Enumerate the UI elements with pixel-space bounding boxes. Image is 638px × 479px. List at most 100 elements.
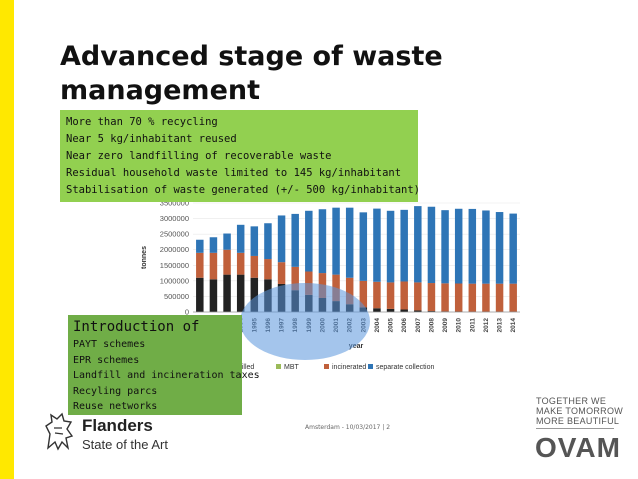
intro-item: Recyling parcs [73,385,158,397]
intro-heading: Introduction of [73,319,200,335]
bar-incinerated [427,283,436,312]
x-tick-label: 2008 [428,318,435,333]
bar-landfilled [236,274,245,312]
slide-title: Advanced stage of waste management [60,41,443,106]
bar-separate-collection [332,207,340,275]
bar-separate-collection [305,210,313,272]
bar-incinerated [386,282,395,309]
bar-incinerated [291,266,299,291]
bar-separate-collection [223,233,231,250]
bar-separate-collection [196,239,204,253]
legend-label: dfilled [236,364,254,371]
ovam-tagline: MAKE TOMORROW [536,406,624,416]
bar-separate-collection [400,209,408,282]
x-tick-label: 2004 [374,318,381,333]
bar-landfilled [196,277,204,312]
bar-separate-collection [414,206,422,283]
bar-incinerated [441,283,449,312]
legend-swatch [324,364,329,369]
highlight-line: Near 5 kg/inhabitant reused [66,133,237,145]
bar-separate-collection [495,212,504,284]
bar-incinerated [250,255,259,278]
highlight-line: Residual household waste limited to 145 … [66,167,402,179]
flanders-lion-icon [45,412,74,451]
y-axis-label: tonnes [141,246,148,269]
bar-incinerated [454,283,463,312]
bar-incinerated [373,281,381,309]
bar-incinerated [196,252,204,278]
x-tick-label: 2011 [469,318,476,332]
bar-incinerated [345,277,354,305]
bar-separate-collection [236,224,245,253]
highlights-box: More than 70 % recycling Near 5 kg/inhab… [60,110,421,202]
highlight-line: Near zero landfilling of recoverable was… [66,150,332,162]
bar-separate-collection [509,213,517,284]
bar-landfilled [400,309,408,312]
legend-swatch [276,364,281,369]
x-tick-label: 2005 [388,318,395,333]
bar-incinerated [277,262,286,284]
intro-item: PAYT schemes [73,339,146,350]
bar-separate-collection [386,210,395,283]
x-tick-label: 2013 [497,318,504,333]
highlight-line: Stabilisation of waste generated (+/- 50… [66,184,421,196]
y-tick-label: 3500000 [160,199,189,208]
highlight-ellipse [240,283,370,360]
bar-separate-collection [468,208,477,284]
y-tick-label: 500000 [164,292,189,301]
y-tick-label: 2500000 [160,230,189,239]
x-tick-label: 2009 [442,318,449,333]
legend-label: MBT [284,364,300,371]
bar-incinerated [414,282,422,311]
bar-incinerated [400,281,408,310]
y-tick-label: 1000000 [160,276,189,285]
legend-swatch [368,364,373,369]
x-tick-label: 2014 [510,318,517,333]
bar-separate-collection [250,226,259,256]
bar-incinerated [359,280,368,308]
bar-landfilled [373,308,381,312]
bar-separate-collection [264,223,272,260]
accent-bar [0,0,14,479]
x-tick-label: 2007 [415,318,422,333]
x-tick-label: 2006 [401,318,408,333]
bar-incinerated [482,283,490,312]
bar-separate-collection [291,213,299,267]
y-tick-label: 0 [185,308,189,317]
highlight-line: More than 70 % recycling [66,116,218,128]
bar-incinerated [223,249,231,275]
flanders-tagline: State of the Art [82,437,168,452]
bar-separate-collection [277,215,286,263]
bar-separate-collection [454,208,463,284]
x-tick-label: 2010 [456,318,463,333]
bar-landfilled [386,308,395,312]
bar-separate-collection [345,207,354,278]
ovam-logo: OVAM [535,432,621,463]
flanders-name: Flanders [82,416,153,435]
x-tick-label: 2012 [483,318,490,333]
bar-incinerated [495,283,504,312]
x-axis-label: year [349,343,364,350]
legend-label: separate collection [376,364,434,371]
bar-incinerated [264,259,272,280]
bar-landfilled [209,279,218,312]
bar-landfilled [250,277,259,312]
footer-event: Amsterdam - 10/03/2017 | 2 [305,424,391,431]
y-tick-label: 1500000 [160,261,189,270]
legend-label: incinerated [332,364,366,371]
ovam-tagline: MORE BEAUTIFUL [536,416,620,426]
bar-separate-collection [441,210,449,284]
bar-separate-collection [209,237,218,253]
bar-separate-collection [373,208,381,282]
bar-incinerated [209,252,218,280]
bar-separate-collection [359,212,368,281]
bar-landfilled [427,311,436,312]
intro-item: EPR schemes [73,354,140,366]
ovam-tagline: TOGETHER WE [536,396,607,406]
bar-separate-collection [427,206,436,284]
ovam-divider [536,428,614,429]
y-tick-label: 3000000 [160,214,189,223]
bar-separate-collection [318,209,327,274]
bar-landfilled [223,274,231,312]
bar-separate-collection [482,210,490,284]
